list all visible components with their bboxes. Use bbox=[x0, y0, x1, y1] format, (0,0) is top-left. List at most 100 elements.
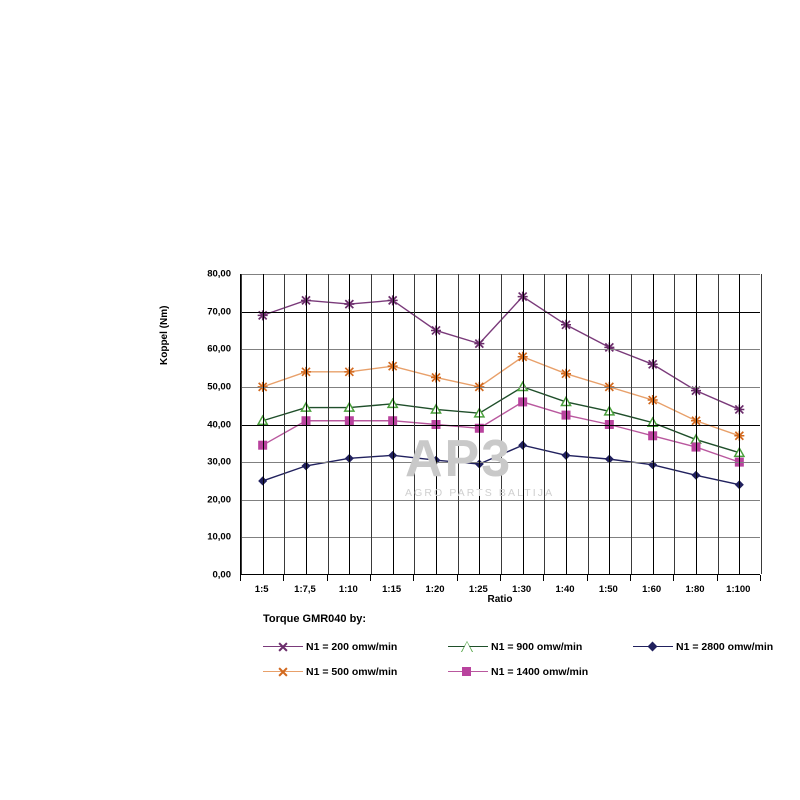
gridline-x-1:100 bbox=[739, 274, 741, 574]
x-tick-label: 1:100 bbox=[726, 584, 751, 595]
gridline-y-70 bbox=[241, 311, 760, 313]
x-tick-label: 1:20 bbox=[425, 584, 445, 595]
gridline-x-edge-0 bbox=[241, 274, 242, 574]
plot-area bbox=[240, 274, 762, 575]
legend-marker-diamond bbox=[647, 641, 658, 651]
gridline-x-1:30 bbox=[522, 274, 524, 574]
legend-symbol bbox=[448, 640, 488, 654]
legend-label: N1 = 200 omw/min bbox=[306, 640, 398, 653]
gridline-y-40 bbox=[241, 424, 760, 426]
legend-row: N1 = 500 omw/min N1 = 1400 omw/min bbox=[263, 659, 733, 684]
gridline-y-80 bbox=[241, 274, 760, 275]
x-tick-mark bbox=[760, 575, 761, 581]
legend-item-2[interactable]: N1 = 900 omw/min bbox=[448, 640, 582, 654]
gridline-y-20 bbox=[241, 499, 760, 501]
legend-entries: N1 = 200 omw/min N1 = 900 omw/min N1 = 280… bbox=[263, 634, 773, 684]
y-tick-label: 30,00 bbox=[207, 456, 231, 468]
x-tick-label: 1:10 bbox=[338, 584, 358, 595]
x-tick-label: 1:50 bbox=[598, 584, 618, 595]
legend-label: N1 = 1400 omw/min bbox=[491, 665, 589, 678]
gridline-x-1:5 bbox=[262, 274, 264, 574]
legend-symbol bbox=[263, 640, 303, 654]
x-axis-tick-labels: 1:5 1:7,5 1:10 1:15 1:20 1:25 1:30 1:40 1:50 1:60… bbox=[240, 575, 760, 601]
x-tick-mark bbox=[543, 575, 545, 581]
gridline-x-1:20 bbox=[436, 274, 437, 574]
gridline-x-1:60 bbox=[652, 274, 654, 574]
gridline-x-edge-9 bbox=[631, 274, 632, 574]
legend-symbol bbox=[263, 665, 303, 679]
x-tick-mark bbox=[630, 575, 631, 581]
x-tick-label: 1:7,5 bbox=[294, 584, 316, 595]
legend-item-1[interactable]: N1 = 500 omw/min bbox=[263, 665, 397, 679]
gridline-y-30 bbox=[241, 462, 760, 464]
x-tick-mark bbox=[500, 575, 501, 581]
gridline-x-edge-5 bbox=[457, 274, 459, 574]
y-tick-label: 10,00 bbox=[207, 531, 231, 543]
legend-row: N1 = 200 omw/min N1 = 900 omw/min N1 = 280… bbox=[263, 634, 773, 659]
y-tick-label: 40,00 bbox=[207, 419, 231, 430]
gridline-x-edge-10 bbox=[674, 274, 676, 574]
x-tick-mark bbox=[283, 575, 285, 581]
gridline-x-1:80 bbox=[696, 274, 697, 574]
gridline-x-1:50 bbox=[609, 274, 611, 574]
legend-marker-star bbox=[277, 666, 289, 678]
x-tick-label: 1:40 bbox=[555, 584, 575, 595]
x-axis-title: Ratio bbox=[487, 594, 513, 605]
y-tick-label: 70,00 bbox=[207, 306, 231, 318]
legend-title: Torque GMR040 by: bbox=[263, 613, 367, 625]
y-tick-label: 80,00 bbox=[207, 268, 231, 280]
legend-label: N1 = 900 omw/min bbox=[491, 640, 583, 653]
gridline-y-10 bbox=[241, 537, 760, 539]
x-tick-mark bbox=[456, 575, 458, 581]
legend-symbol bbox=[633, 640, 673, 654]
gridline-x-1:10 bbox=[349, 274, 351, 574]
gridline-y-60 bbox=[241, 349, 760, 351]
gridline-x-edge-1 bbox=[284, 274, 286, 574]
legend-marker-triangle bbox=[460, 640, 473, 652]
chart-figure: Koppel (Nm) 80,00 70,00 60,00 50,00 40,00 30,… bbox=[75, 75, 773, 678]
gridline-x-edge-7 bbox=[544, 274, 546, 574]
legend-marker-star bbox=[277, 641, 289, 653]
x-tick-mark bbox=[716, 575, 718, 581]
x-tick-mark bbox=[413, 575, 415, 581]
x-tick-mark bbox=[240, 575, 241, 581]
legend-marker-square bbox=[462, 666, 471, 676]
gridline-x-1:15 bbox=[392, 274, 394, 574]
x-tick-mark bbox=[673, 575, 675, 581]
gridline-y-50 bbox=[241, 386, 760, 388]
x-tick-mark bbox=[370, 575, 371, 581]
x-tick-label: 1:5 bbox=[254, 584, 269, 595]
gridline-x-1:7,5 bbox=[306, 274, 307, 574]
legend-item-0[interactable]: N1 = 200 omw/min bbox=[263, 640, 397, 654]
gridline-x-edge-4 bbox=[414, 274, 416, 574]
y-tick-label: 60,00 bbox=[207, 343, 231, 355]
legend-item-4[interactable]: N1 = 2800 omw/min bbox=[633, 640, 773, 654]
gridline-x-edge-6 bbox=[501, 274, 502, 574]
legend-marker-triangle-outline bbox=[460, 640, 473, 652]
x-tick-label: 1:80 bbox=[685, 584, 705, 595]
legend-label: N1 = 500 omw/min bbox=[306, 665, 398, 678]
x-tick-mark bbox=[586, 575, 588, 581]
x-axis-ticks bbox=[240, 575, 761, 582]
x-tick-label: 1:30 bbox=[512, 584, 532, 595]
x-tick-label: 1:60 bbox=[642, 584, 662, 595]
x-tick-label: 1:15 bbox=[382, 584, 402, 595]
gridline-x-1:40 bbox=[566, 274, 567, 574]
gridline-x-edge-2 bbox=[327, 274, 329, 574]
gridline-x-1:25 bbox=[479, 274, 481, 574]
gridline-x-edge-8 bbox=[587, 274, 589, 574]
y-axis-title: Koppel (Nm) bbox=[159, 305, 170, 365]
legend-item-3[interactable]: N1 = 1400 omw/min bbox=[448, 665, 588, 679]
legend: Torque GMR040 by: N1 = 200 omw/min N1 = 9… bbox=[263, 613, 773, 684]
gridline-x-edge-11 bbox=[717, 274, 719, 574]
legend-symbol bbox=[448, 665, 488, 679]
y-axis-tick-labels: 80,00 70,00 60,00 50,00 40,00 30,00 20,00 10,00… bbox=[185, 269, 235, 581]
y-tick-label: 20,00 bbox=[207, 494, 231, 506]
gridline-x-edge-3 bbox=[371, 274, 372, 574]
gridline-x-edge-12 bbox=[761, 274, 762, 574]
x-tick-label: 1:25 bbox=[468, 584, 488, 595]
y-tick-label: 50,00 bbox=[207, 381, 231, 393]
legend-label: N1 = 2800 omw/min bbox=[676, 640, 774, 653]
x-tick-mark bbox=[326, 575, 328, 581]
